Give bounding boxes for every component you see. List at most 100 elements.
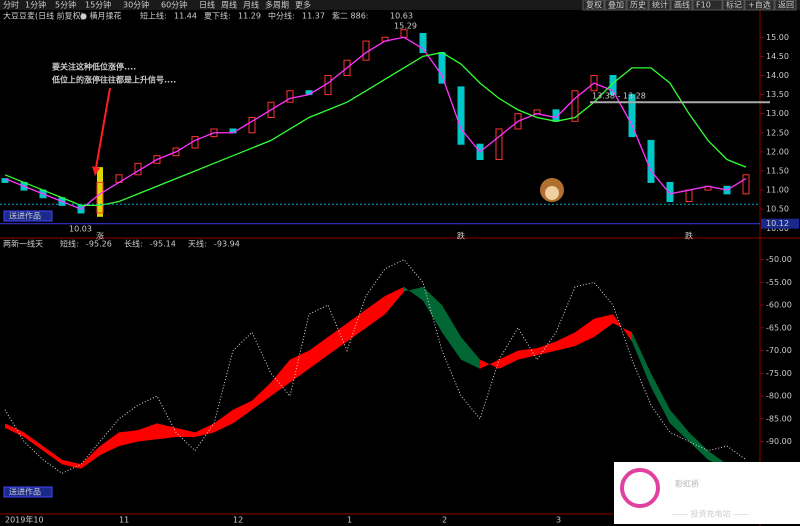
- toolbar-button[interactable]: [692, 0, 723, 11]
- ribbon-segment: [461, 336, 480, 369]
- y-tick-label: -75.00: [766, 369, 792, 378]
- legend-value: -93.94: [214, 240, 240, 249]
- period-tab[interactable]: 5分钟: [55, 0, 76, 10]
- period-tab[interactable]: 分时: [3, 0, 19, 10]
- ribbon-segment: [43, 446, 62, 465]
- y-tick-label: -50.00: [766, 255, 792, 264]
- candle-body: [647, 139, 655, 183]
- period-tab[interactable]: 多周期: [265, 0, 289, 10]
- support-label: 10.12: [766, 219, 789, 228]
- ribbon-segment: [81, 446, 100, 469]
- panel-title: 两新一线天: [3, 239, 43, 249]
- ribbon-segment: [214, 409, 233, 433]
- toolbar-button-label[interactable]: +自选: [748, 0, 771, 10]
- candle-body: [438, 52, 446, 84]
- watermark-logo: [620, 468, 660, 508]
- period-tab[interactable]: 60分钟: [161, 0, 187, 10]
- legend-label: 夏下线:: [204, 11, 231, 21]
- ribbon-segment: [518, 348, 537, 360]
- y-tick-label: 14.00: [766, 71, 789, 80]
- ribbon-segment: [24, 432, 43, 451]
- period-tab[interactable]: 更多: [295, 0, 311, 10]
- toolbar-button[interactable]: [648, 0, 671, 11]
- ribbon-segment: [271, 359, 290, 397]
- chart-title: 大豆豆麦(日线 前复权): [3, 11, 84, 21]
- period-tab[interactable]: 月线: [243, 0, 259, 10]
- legend-value: -95.26: [86, 240, 112, 249]
- y-tick-label: -60.00: [766, 301, 792, 310]
- ribbon-segment: [366, 296, 385, 328]
- legend-label: 紫二 886:: [332, 12, 369, 21]
- ribbon-segment: [309, 336, 328, 369]
- toolbar-button[interactable]: [722, 0, 745, 11]
- ribbon-segment: [119, 430, 138, 447]
- toolbar-button-label[interactable]: 标记: [726, 0, 742, 10]
- candle-body: [419, 32, 427, 54]
- toolbar-button-label[interactable]: 叠加: [608, 0, 624, 10]
- toolbar-button[interactable]: [670, 0, 693, 11]
- candle-body: [172, 147, 180, 157]
- toolbar-button[interactable]: [582, 0, 605, 11]
- toolbar-button-label[interactable]: 画线: [674, 0, 690, 10]
- y-tick-label: 11.00: [766, 186, 789, 195]
- period-tab[interactable]: 周线: [221, 0, 237, 10]
- tag: 送进作品: [9, 487, 41, 497]
- legend-value: 11.44: [174, 12, 197, 21]
- x-signal: 跌: [685, 231, 693, 241]
- legend-value: 11.29: [238, 12, 261, 21]
- period-tab[interactable]: 1分钟: [25, 0, 46, 10]
- candle-body: [495, 128, 503, 161]
- legend-label: 短线:: [60, 239, 79, 249]
- y-tick-label: -80.00: [766, 392, 792, 401]
- toolbar-button[interactable]: [774, 0, 797, 11]
- x-date: 2019年10: [5, 515, 44, 525]
- ribbon-segment: [100, 432, 119, 456]
- candle-body: [742, 174, 750, 195]
- candle-body: [267, 101, 275, 118]
- legend-label: 长线:: [124, 239, 143, 249]
- toolbar-button-label[interactable]: 返回: [778, 1, 794, 10]
- indicator-name: ● 横月揉花: [80, 11, 122, 21]
- level-label: 13.38 - 13.28: [592, 92, 646, 101]
- period-tab[interactable]: 30分钟: [123, 0, 149, 10]
- x-date: 11: [119, 516, 129, 525]
- y-tick-label: 12.50: [766, 128, 789, 137]
- period-tab[interactable]: 日线: [199, 0, 215, 10]
- high-label: 15.29: [394, 22, 417, 31]
- toolbar-button[interactable]: [604, 0, 627, 11]
- x-date: 3: [556, 516, 561, 525]
- annotation: 低位上的涨停往往都是上升信号....: [51, 75, 176, 85]
- toolbar-button-label[interactable]: F10: [696, 1, 711, 10]
- tag-box: [3, 210, 53, 222]
- y-tick-label: -55.00: [766, 278, 792, 287]
- x-signal: 跌: [457, 231, 465, 241]
- candle-body: [609, 74, 617, 96]
- ribbon-segment: [442, 305, 461, 360]
- y-tick-label: -65.00: [766, 323, 792, 332]
- toolbar-button-label[interactable]: 统计: [652, 0, 668, 10]
- ribbon-segment: [594, 314, 613, 337]
- toolbar-button[interactable]: [744, 0, 775, 11]
- ribbon-segment: [157, 423, 176, 440]
- ribbon-segment: [176, 427, 195, 437]
- x-date: 1: [347, 516, 352, 525]
- ribbon-segment: [138, 423, 157, 442]
- y-tick-label: 11.50: [766, 166, 789, 175]
- candle-body: [96, 181, 104, 214]
- period-tab[interactable]: 15分钟: [85, 0, 111, 10]
- legend-label: 短上线:: [140, 11, 167, 21]
- toolbar-button-label[interactable]: 历史: [630, 0, 646, 10]
- ribbon-segment: [195, 423, 214, 437]
- limit-up-highlight: [97, 167, 103, 217]
- toolbar-button[interactable]: [626, 0, 649, 11]
- toolbar: [0, 0, 800, 10]
- x-date: 12: [233, 516, 243, 525]
- ribbon-segment: [575, 318, 594, 347]
- ribbon-segment: [252, 382, 271, 410]
- indicator-line: [4, 51, 747, 207]
- y-tick-label: 12.00: [766, 147, 789, 156]
- candle-body: [666, 181, 674, 203]
- toolbar-button-label[interactable]: 复权: [586, 0, 602, 10]
- y-tick-label: -70.00: [766, 346, 792, 355]
- y-tick-label: -85.00: [766, 414, 792, 423]
